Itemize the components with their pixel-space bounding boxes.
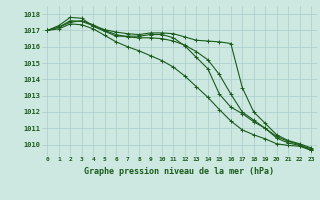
X-axis label: Graphe pression niveau de la mer (hPa): Graphe pression niveau de la mer (hPa) — [84, 167, 274, 176]
